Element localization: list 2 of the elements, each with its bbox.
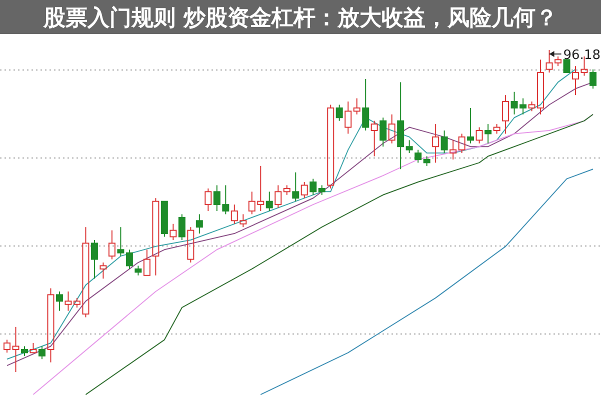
annotation: 96.18 — [563, 48, 600, 63]
chart-title: 股票入门规则 炒股资金杠杆：放大收益，风险几何？ — [42, 5, 558, 31]
